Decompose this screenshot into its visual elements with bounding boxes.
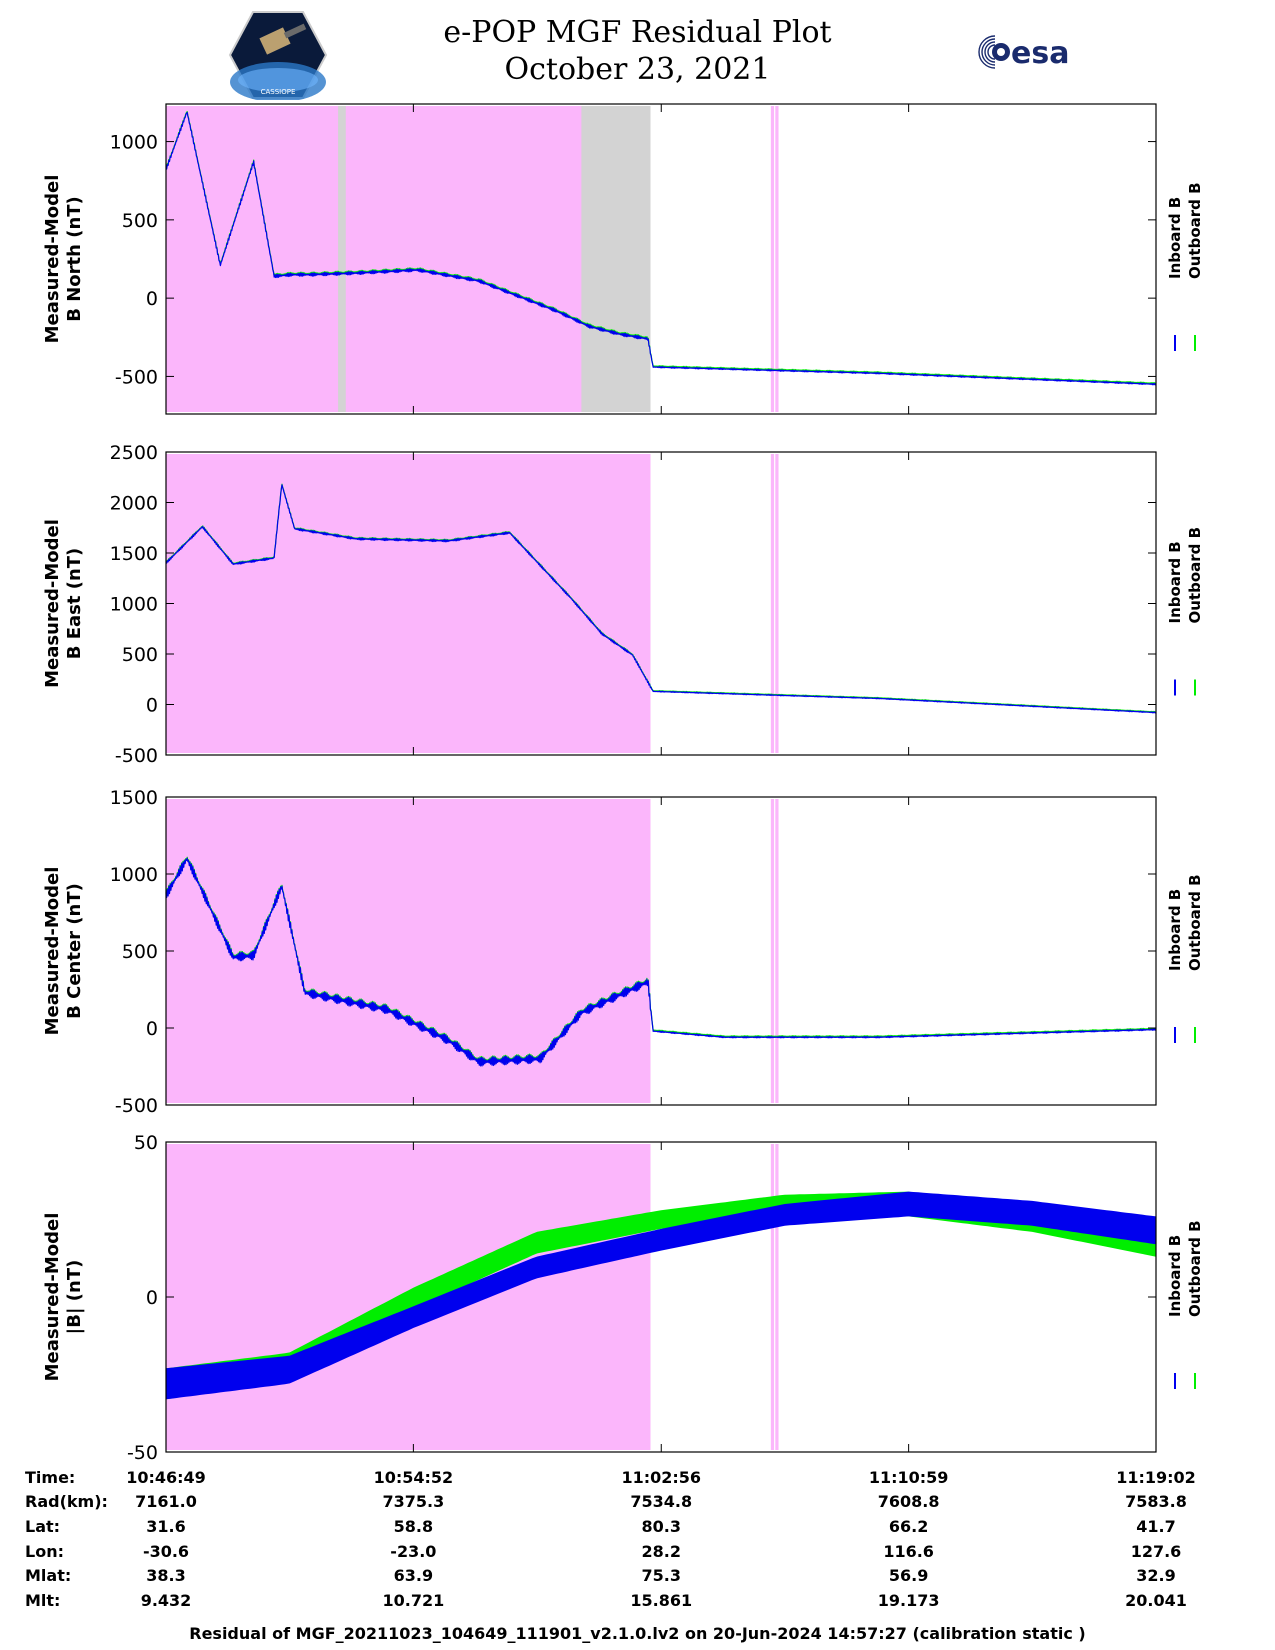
panel-1: -500 0 500 1000 Measured-ModelB North (nT) In… bbox=[42, 103, 1204, 415]
y-axis-label: Measured-Model|B| (nT) bbox=[42, 1213, 85, 1382]
table-cell: 38.3 bbox=[146, 1566, 185, 1585]
y-tick-label: -50 bbox=[127, 1442, 158, 1464]
y-axis-label-line: Measured-Model bbox=[42, 519, 63, 688]
inboard-series-line bbox=[165, 857, 1157, 1067]
y-tick-label: -500 bbox=[115, 745, 158, 767]
table-cell: 19.173 bbox=[878, 1591, 940, 1610]
table-cell: 10:54:52 bbox=[374, 1468, 454, 1487]
y-tick-label: 50 bbox=[134, 1132, 158, 1154]
legend-outboard-label: Outboard B bbox=[1186, 1220, 1204, 1317]
table-row-label: Lon: bbox=[25, 1542, 64, 1561]
ephemeris-table: Time: Rad(km): Lat: Lon: Mlat: Mlt: 10:46:49 71… bbox=[25, 1468, 1196, 1610]
table-row-label: Lat: bbox=[25, 1517, 60, 1536]
table-cell: 7161.0 bbox=[135, 1492, 197, 1511]
table-cell: 31.6 bbox=[146, 1517, 185, 1536]
y-tick-label: 2500 bbox=[110, 442, 158, 464]
y-axis-label-line: |B| (nT) bbox=[64, 1260, 85, 1335]
shaded-region bbox=[166, 454, 651, 753]
y-tick-label: 500 bbox=[122, 210, 158, 232]
title-line-1: e-POP MGF Residual Plot bbox=[443, 15, 832, 50]
legend-inboard-label: Inboard B bbox=[1166, 197, 1184, 279]
table-cell: 28.2 bbox=[642, 1542, 681, 1561]
table-cell: 10.721 bbox=[382, 1591, 444, 1610]
table-cell: 116.6 bbox=[883, 1542, 934, 1561]
legend-outboard-label: Outboard B bbox=[1186, 874, 1204, 971]
outboard-series-line bbox=[165, 111, 1157, 385]
title-line-2: October 23, 2021 bbox=[504, 52, 771, 87]
table-cell: 7375.3 bbox=[382, 1492, 444, 1511]
table-cell: 11:19:02 bbox=[1116, 1468, 1196, 1487]
y-axis-label-line: B Center (nT) bbox=[64, 883, 85, 1019]
y-tick-label: 1000 bbox=[110, 594, 158, 616]
cassiope-logo: CASSIOPE bbox=[228, 11, 328, 100]
y-tick-label: 500 bbox=[122, 941, 158, 963]
y-axis-label: Measured-ModelB North (nT) bbox=[42, 175, 85, 344]
table-cell: 20.041 bbox=[1125, 1591, 1187, 1610]
y-axis-label: Measured-ModelB Center (nT) bbox=[42, 867, 85, 1036]
y-tick-label: 1500 bbox=[110, 543, 158, 565]
table-cell: 9.432 bbox=[141, 1591, 192, 1610]
shaded-region bbox=[581, 106, 651, 412]
y-tick-label: 0 bbox=[146, 288, 158, 310]
y-tick-label: 2000 bbox=[110, 493, 158, 515]
y-axis-label-line: Measured-Model bbox=[42, 175, 63, 344]
legend-inboard-label: Inboard B bbox=[1166, 1235, 1184, 1317]
table-cell: 15.861 bbox=[630, 1591, 692, 1610]
chart-title: e-POP MGF Residual Plot October 23, 2021 bbox=[0, 14, 1275, 88]
table-cell: 58.8 bbox=[394, 1517, 433, 1536]
y-tick-label: 500 bbox=[122, 644, 158, 666]
svg-text:esa: esa bbox=[1011, 36, 1069, 71]
table-row-label: Mlat: bbox=[25, 1566, 71, 1585]
table-cell: 66.2 bbox=[889, 1517, 928, 1536]
inboard-series-band bbox=[166, 1191, 1156, 1400]
esa-logo: esa bbox=[978, 35, 1069, 71]
table-cell: 7534.8 bbox=[630, 1492, 692, 1511]
table-cell: -30.6 bbox=[143, 1542, 189, 1561]
table-cell: 41.7 bbox=[1136, 1517, 1175, 1536]
y-tick-label: -500 bbox=[115, 1095, 158, 1117]
table-cell: 75.3 bbox=[642, 1566, 681, 1585]
table-cell: 7583.8 bbox=[1125, 1492, 1187, 1511]
inboard-series-line bbox=[165, 484, 1157, 714]
table-cell: 7608.8 bbox=[878, 1492, 940, 1511]
y-axis-label: Measured-ModelB East (nT) bbox=[42, 519, 85, 688]
y-axis-label-line: B North (nT) bbox=[64, 196, 85, 322]
table-cell: 63.9 bbox=[394, 1566, 433, 1585]
table-row-label: Mlt: bbox=[25, 1591, 60, 1610]
legend-outboard-label: Outboard B bbox=[1186, 527, 1204, 624]
table-cell: 11:10:59 bbox=[869, 1468, 949, 1487]
table-row-label: Time: bbox=[25, 1468, 75, 1487]
legend-inboard-label: Inboard B bbox=[1166, 889, 1184, 971]
shaded-region bbox=[166, 106, 651, 412]
table-cell: -23.0 bbox=[390, 1542, 436, 1561]
panel-4: -50 0 50 Measured-Model|B| (nT) Inboard B Out… bbox=[42, 1132, 1204, 1464]
y-tick-label: 1000 bbox=[110, 132, 158, 154]
inboard-series-line bbox=[165, 111, 1157, 386]
y-axis-label-line: Measured-Model bbox=[42, 867, 63, 1036]
y-tick-label: 0 bbox=[146, 1287, 158, 1309]
legend-inboard-label: Inboard B bbox=[1166, 541, 1184, 623]
table-cell: 32.9 bbox=[1136, 1566, 1175, 1585]
table-cell: 11:02:56 bbox=[621, 1468, 701, 1487]
y-tick-label: 0 bbox=[146, 695, 158, 717]
legend-outboard-label: Outboard B bbox=[1186, 182, 1204, 279]
shaded-region bbox=[166, 799, 651, 1103]
y-tick-label: 0 bbox=[146, 1018, 158, 1040]
panel-3: -500 0 500 1000 1500 Measured-ModelB Center (… bbox=[42, 787, 1204, 1117]
footer-note: Residual of MGF_20211023_104649_111901_v… bbox=[189, 1624, 1086, 1643]
table-cell: 127.6 bbox=[1131, 1542, 1182, 1561]
table-row-label: Rad(km): bbox=[25, 1492, 108, 1511]
y-tick-label: 1000 bbox=[110, 864, 158, 886]
table-cell: 80.3 bbox=[642, 1517, 681, 1536]
table-cell: 56.9 bbox=[889, 1566, 928, 1585]
panel-2: -500 0 500 1000 1500 2000 2500 Measured-ModelB … bbox=[42, 442, 1204, 767]
table-cell: 10:46:49 bbox=[126, 1468, 206, 1487]
y-axis-label-line: B East (nT) bbox=[64, 548, 85, 660]
y-axis-label-line: Measured-Model bbox=[42, 1213, 63, 1382]
y-tick-label: 1500 bbox=[110, 787, 158, 809]
svg-text:CASSIOPE: CASSIOPE bbox=[261, 88, 296, 96]
shaded-region bbox=[338, 106, 346, 412]
y-tick-label: -500 bbox=[115, 366, 158, 388]
